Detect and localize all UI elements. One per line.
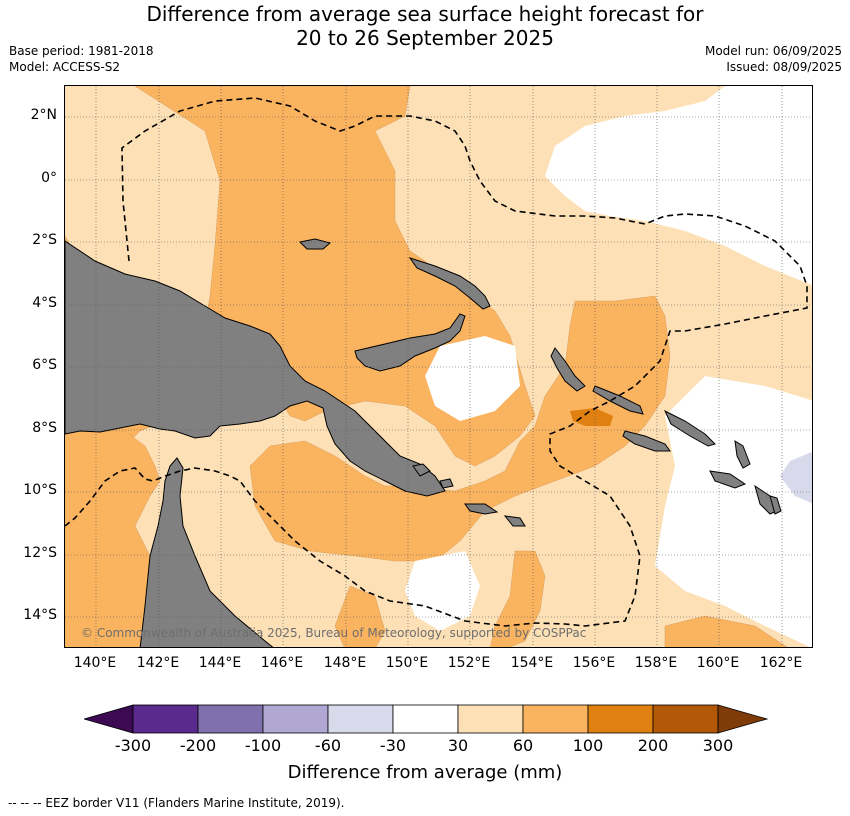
- colorbar-tick-6: 30: [447, 736, 469, 755]
- lon-label-162e: 162°E: [759, 655, 803, 671]
- lon-label-148e: 148°E: [323, 655, 367, 671]
- colorbar: [84, 704, 768, 734]
- eez-border: [65, 97, 808, 627]
- copyright-notice: © Commonwealth of Australia 2025, Bureau…: [81, 626, 587, 640]
- gridlines: [65, 86, 812, 647]
- lat-label-0: 0°: [41, 170, 57, 186]
- issued-date: Issued: 08/09/2025: [726, 60, 842, 74]
- lat-label-2s: 2°S: [32, 232, 57, 248]
- colorbar-title: Difference from average (mm): [287, 762, 563, 783]
- title-line-1: Difference from average sea surface heig…: [146, 2, 704, 26]
- colorbar-bin-4: [327, 704, 394, 734]
- colorbar-tick-1: -300: [114, 736, 152, 755]
- lat-label-4s: 4°S: [32, 295, 57, 311]
- colorbar-bin-9: [652, 704, 719, 734]
- colorbar-bin-2: [197, 704, 264, 734]
- base-period: Base period: 1981-2018: [9, 44, 154, 58]
- colorbar-bin-1: [132, 704, 199, 734]
- colorbar-tick-7: 60: [512, 736, 534, 755]
- map-panel: [64, 85, 813, 648]
- lon-label-146e: 146°E: [260, 655, 304, 671]
- anomaly-negative-patch: [780, 451, 812, 504]
- lon-label-144e: 144°E: [198, 655, 242, 671]
- colorbar-bin-5: [392, 704, 459, 734]
- lon-label-152e: 152°E: [447, 655, 491, 671]
- map-svg: [65, 86, 812, 647]
- anomaly-neutral-regions: [405, 86, 812, 647]
- lat-label-6s: 6°S: [32, 357, 57, 373]
- lon-label-160e: 160°E: [696, 655, 740, 671]
- colorbar-tick-3: -100: [244, 736, 282, 755]
- colorbar-tick-10: 300: [702, 736, 734, 755]
- lat-label-12s: 12°S: [23, 545, 57, 561]
- lon-label-140e: 140°E: [73, 655, 117, 671]
- model-run: Model run: 06/09/2025: [704, 44, 842, 58]
- model-name: Model: ACCESS-S2: [9, 60, 121, 74]
- lat-label-14s: 14°S: [23, 607, 57, 623]
- colorbar-bin-3: [262, 704, 329, 734]
- lon-label-154e: 154°E: [510, 655, 554, 671]
- colorbar-extend-high: [717, 704, 768, 734]
- colorbar-bin-6: [457, 704, 524, 734]
- colorbar-tick-4: -60: [314, 736, 342, 755]
- colorbar-tick-8: 100: [572, 736, 604, 755]
- map-title: Difference from average sea surface heig…: [0, 2, 850, 50]
- colorbar-tick-5: -30: [379, 736, 407, 755]
- colorbar-tick-2: -200: [179, 736, 217, 755]
- meta-left: Base period: 1981-2018 Model: ACCESS-S2: [9, 43, 154, 75]
- lon-label-142e: 142°E: [136, 655, 180, 671]
- lon-label-158e: 158°E: [634, 655, 678, 671]
- lon-label-150e: 150°E: [385, 655, 429, 671]
- meta-right: Model run: 06/09/2025 Issued: 08/09/2025: [705, 43, 842, 75]
- colorbar-extend-low: [84, 704, 134, 734]
- lat-label-8s: 8°S: [32, 420, 57, 436]
- colorbar-tick-9: 200: [637, 736, 669, 755]
- title-line-2: 20 to 26 September 2025: [296, 26, 554, 50]
- eez-footnote: -- -- -- EEZ border V11 (Flanders Marine…: [8, 796, 345, 810]
- lon-label-156e: 156°E: [572, 655, 616, 671]
- colorbar-bin-8: [587, 704, 654, 734]
- colorbar-bin-7: [522, 704, 589, 734]
- lat-label-10s: 10°S: [23, 482, 57, 498]
- lat-label-2n: 2°N: [30, 107, 57, 123]
- anomaly-100-200-patch: [570, 408, 613, 426]
